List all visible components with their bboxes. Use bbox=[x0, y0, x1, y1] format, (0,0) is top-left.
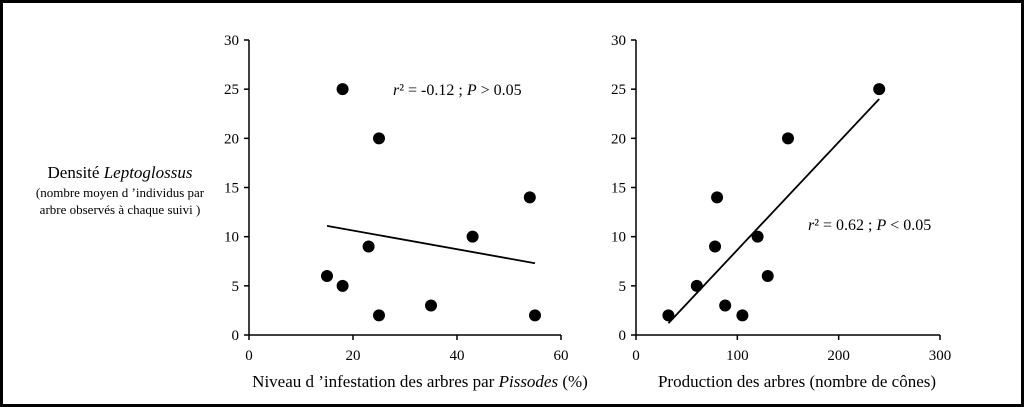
data-point bbox=[719, 299, 732, 312]
x-tick-label: 40 bbox=[450, 348, 465, 364]
x-tick-label: 0 bbox=[245, 348, 253, 364]
data-point bbox=[711, 191, 724, 204]
y-tick-label: 25 bbox=[224, 82, 239, 98]
y-tick-label: 10 bbox=[224, 230, 239, 246]
data-point bbox=[751, 230, 764, 243]
data-point bbox=[761, 270, 774, 282]
shared-y-axis-label: Densité Leptoglossus (nombre moyen d ’in… bbox=[36, 163, 205, 217]
scatter-panel-infestation: Niveau d ’infestation des arbres par Pis… bbox=[224, 33, 588, 391]
x-tick-label: 100 bbox=[726, 348, 749, 364]
y-tick-label: 10 bbox=[611, 230, 626, 246]
data-point bbox=[529, 309, 541, 322]
scatter-panel-cone-production: Production des arbres (nombre de cônes) … bbox=[611, 33, 951, 391]
data-point bbox=[709, 240, 722, 253]
data-point bbox=[373, 132, 385, 145]
data-point bbox=[373, 309, 385, 322]
data-point bbox=[873, 83, 886, 96]
y-tick-label: 5 bbox=[232, 279, 240, 295]
data-point bbox=[523, 191, 536, 204]
regression-stat-text: r² = -0.12 ; P > 0.05 bbox=[393, 82, 522, 99]
data-point bbox=[690, 279, 703, 292]
y-tick-label: 30 bbox=[611, 33, 626, 49]
data-point bbox=[336, 279, 349, 292]
data-point bbox=[425, 299, 437, 312]
y-tick-label: 15 bbox=[224, 181, 239, 197]
data-point bbox=[662, 309, 675, 322]
y-tick-label: 20 bbox=[611, 131, 626, 147]
regression-stat-text: r² = 0.62 ; P < 0.05 bbox=[808, 217, 931, 234]
y-tick-label: 20 bbox=[224, 131, 239, 147]
y-tick-label: 0 bbox=[619, 328, 627, 344]
data-point bbox=[362, 240, 375, 253]
y-tick-label: 30 bbox=[224, 33, 239, 49]
data-point bbox=[466, 230, 479, 243]
data-point bbox=[321, 270, 333, 282]
x-tick-label: 60 bbox=[554, 348, 569, 364]
x-tick-label: 20 bbox=[346, 348, 361, 364]
x-tick-label: 0 bbox=[632, 348, 640, 364]
y-tick-label: 25 bbox=[611, 82, 626, 98]
ylabel-line1: Densité Leptoglossus bbox=[48, 163, 193, 182]
trend-line bbox=[667, 98, 880, 324]
y-tick-label: 5 bbox=[619, 279, 627, 295]
y-tick-label: 0 bbox=[232, 328, 240, 344]
ylabel-line2: (nombre moyen d ’individus par bbox=[36, 185, 205, 200]
x-tick-label: 200 bbox=[827, 348, 850, 364]
x-tick-label: 300 bbox=[929, 348, 952, 364]
x-axis-label: Niveau d ’infestation des arbres par Pis… bbox=[252, 372, 588, 391]
y-tick-label: 15 bbox=[611, 181, 626, 197]
data-point bbox=[336, 83, 349, 96]
ylabel-line3: arbre observés à chaque suivi ) bbox=[40, 202, 201, 217]
trend-line bbox=[326, 224, 536, 265]
x-axis-label: Production des arbres (nombre de cônes) bbox=[658, 372, 936, 391]
data-point bbox=[736, 309, 749, 322]
data-point bbox=[782, 132, 794, 145]
